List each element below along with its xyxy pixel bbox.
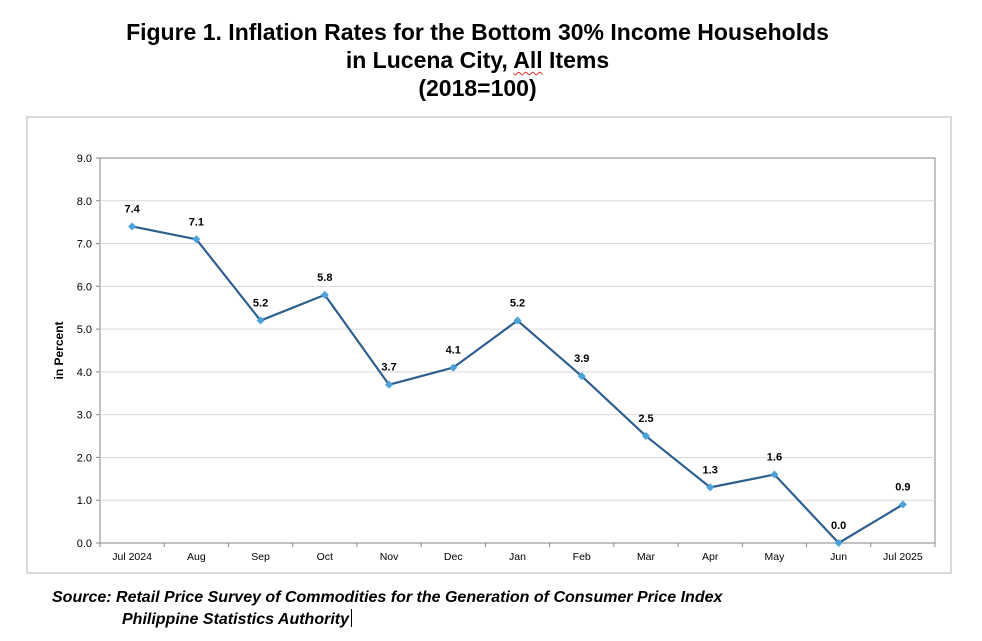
data-label: 3.7 bbox=[381, 362, 396, 374]
title-line-2-prefix: in Lucena City, bbox=[345, 47, 514, 73]
spellcheck-flagged-word[interactable]: All bbox=[513, 47, 543, 73]
y-tick-label: 4.0 bbox=[77, 367, 92, 379]
data-point bbox=[192, 235, 201, 244]
chart-title: Figure 1. Inflation Rates for the Bottom… bbox=[0, 18, 955, 102]
data-point bbox=[320, 290, 329, 299]
series-line bbox=[131, 225, 904, 545]
x-tick-label: Jun bbox=[830, 551, 847, 563]
title-line-2-suffix: Items bbox=[542, 47, 610, 73]
x-tick-label: May bbox=[765, 551, 786, 563]
data-label: 5.8 bbox=[317, 272, 332, 284]
y-tick-label: 6.0 bbox=[77, 281, 92, 293]
data-label: 2.5 bbox=[638, 413, 653, 425]
y-tick-label: 0.0 bbox=[77, 538, 92, 550]
data-label: 1.6 bbox=[767, 452, 782, 464]
source-line-2-wrap[interactable]: Philippine Statistics Authority bbox=[52, 609, 722, 631]
data-label: 7.1 bbox=[189, 216, 204, 228]
data-point bbox=[128, 222, 137, 231]
data-point bbox=[706, 483, 715, 492]
x-tick-label: Sep bbox=[251, 551, 270, 563]
data-point bbox=[577, 372, 586, 381]
data-label: 3.9 bbox=[574, 353, 589, 365]
y-tick-label: 8.0 bbox=[77, 196, 92, 208]
title-line-3: (2018=100) bbox=[418, 75, 537, 101]
x-tick-label: Dec bbox=[444, 551, 463, 563]
data-label: 5.2 bbox=[253, 298, 268, 310]
y-tick-label: 7.0 bbox=[77, 239, 92, 251]
data-point bbox=[385, 380, 394, 389]
x-tick-label: Oct bbox=[317, 551, 333, 563]
plot-area-border bbox=[99, 157, 936, 544]
y-axis-title: in Percent bbox=[52, 321, 66, 379]
title-line-2: in Lucena City, All Items bbox=[0, 46, 955, 74]
x-tick-label: Apr bbox=[702, 551, 719, 563]
source-line-1: Source: Retail Price Survey of Commoditi… bbox=[52, 589, 723, 606]
data-label: 5.2 bbox=[510, 298, 525, 310]
data-point bbox=[898, 500, 907, 509]
chart-area[interactable]: 0.0 1.0 2.0 3.0 4.0 5.0 6.0 7.0 8.0 9.0 Jul 2024 Au… bbox=[26, 116, 952, 574]
text-cursor bbox=[350, 609, 352, 627]
line-chart: 0.0 1.0 2.0 3.0 4.0 5.0 6.0 7.0 8.0 9.0 Jul 2024 Au… bbox=[52, 153, 936, 563]
source-line-2: Philippine Statistics Authority bbox=[122, 611, 349, 628]
data-label: 1.3 bbox=[703, 464, 718, 476]
data-label: 4.1 bbox=[446, 345, 461, 357]
data-point bbox=[449, 363, 458, 372]
data-point bbox=[513, 316, 522, 325]
y-tick-label: 9.0 bbox=[77, 153, 92, 165]
x-tick-label: Jul 2024 bbox=[112, 551, 152, 563]
data-label: 0.0 bbox=[831, 520, 846, 532]
source-note: Source: Retail Price Survey of Commoditi… bbox=[52, 587, 722, 631]
x-tick-label: Nov bbox=[380, 551, 399, 563]
data-point bbox=[256, 316, 265, 325]
y-tick-label: 5.0 bbox=[77, 324, 92, 336]
data-label: 7.4 bbox=[124, 203, 140, 215]
y-tick-label: 3.0 bbox=[77, 410, 92, 422]
y-tick-label: 1.0 bbox=[77, 495, 92, 507]
data-point bbox=[834, 539, 843, 547]
x-tick-label: Aug bbox=[187, 551, 206, 563]
data-point bbox=[641, 432, 650, 441]
data-point bbox=[770, 470, 779, 479]
x-tick-label: Mar bbox=[637, 551, 656, 563]
title-line-1: Figure 1. Inflation Rates for the Bottom… bbox=[126, 19, 829, 45]
x-tick-label: Jan bbox=[509, 551, 526, 563]
data-label: 0.9 bbox=[895, 482, 910, 494]
x-tick-label: Jul 2025 bbox=[883, 551, 923, 563]
x-tick-label: Feb bbox=[573, 551, 591, 563]
y-tick-label: 2.0 bbox=[77, 452, 92, 464]
